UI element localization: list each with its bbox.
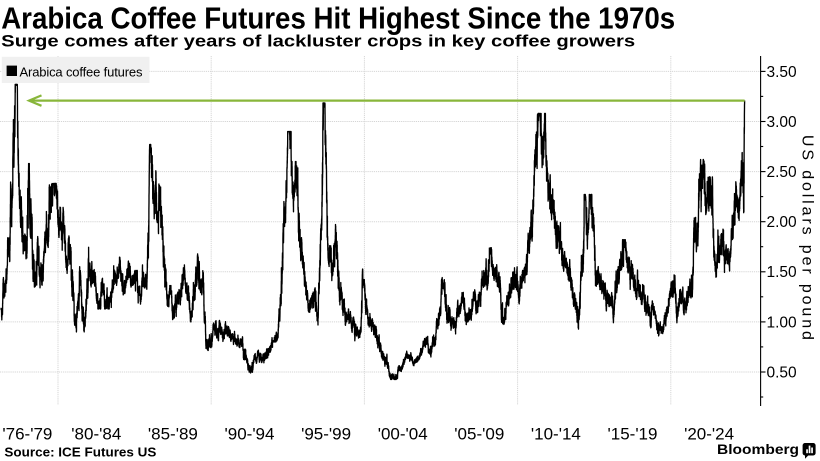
svg-text:1.50: 1.50 — [767, 264, 798, 281]
svg-text:'20-'24: '20-'24 — [684, 425, 734, 444]
svg-text:1.00: 1.00 — [767, 314, 798, 331]
svg-text:3.50: 3.50 — [767, 64, 798, 81]
svg-text:Arabica coffee futures: Arabica coffee futures — [20, 64, 144, 79]
svg-text:Arabica Coffee Futures Hit Hig: Arabica Coffee Futures Hit Highest Since… — [1, 0, 675, 35]
svg-text:US dollars per pound: US dollars per pound — [799, 135, 816, 340]
svg-text:'76-'79: '76-'79 — [2, 425, 52, 444]
svg-text:2.00: 2.00 — [767, 214, 798, 231]
svg-text:'10-'14: '10-'14 — [531, 425, 581, 444]
svg-text:'95-'99: '95-'99 — [301, 425, 351, 444]
svg-text:Source: ICE Futures US: Source: ICE Futures US — [4, 444, 156, 459]
svg-text:2.50: 2.50 — [767, 164, 798, 181]
svg-text:'00-'04: '00-'04 — [378, 425, 428, 444]
svg-text:3.00: 3.00 — [767, 114, 798, 131]
svg-text:0.50: 0.50 — [767, 364, 798, 381]
svg-text:'05-'09: '05-'09 — [454, 425, 504, 444]
svg-text:'85-'89: '85-'89 — [148, 425, 198, 444]
svg-text:Bloomberg: Bloomberg — [717, 441, 799, 457]
svg-text:'90-'94: '90-'94 — [225, 425, 275, 444]
svg-text:'80-'84: '80-'84 — [71, 425, 121, 444]
svg-text:Surge comes after years of lac: Surge comes after years of lackluster cr… — [1, 32, 635, 51]
svg-text:'15-'19: '15-'19 — [608, 425, 658, 444]
